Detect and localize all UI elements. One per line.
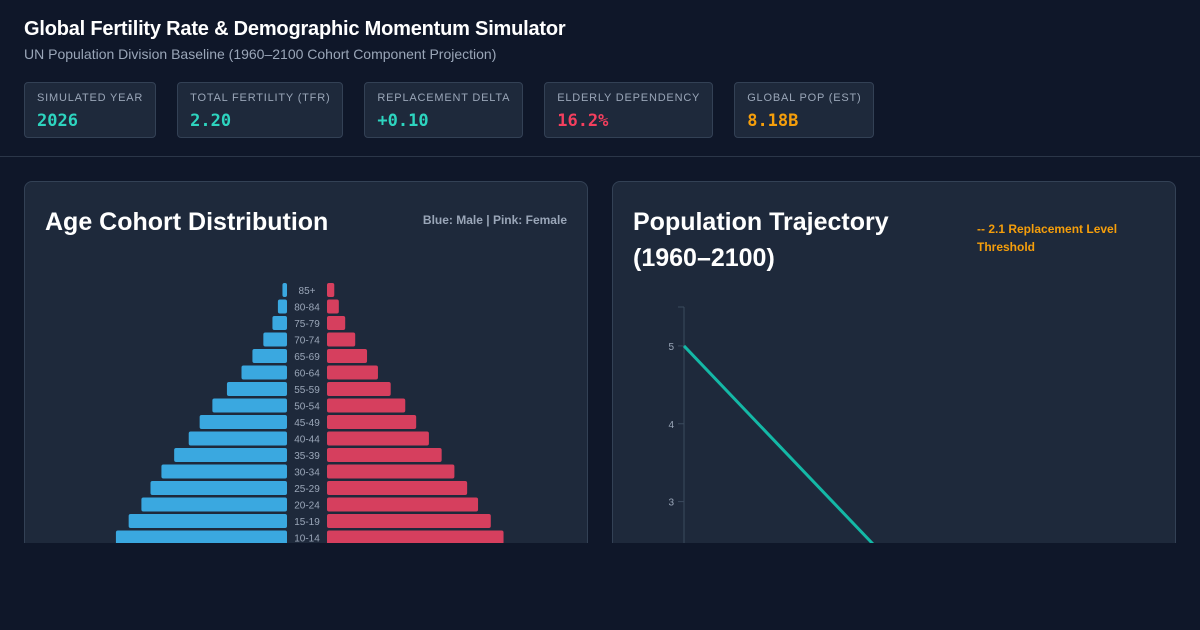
trajectory-title: Population Trajectory (1960–2100) [633, 208, 889, 272]
female-bar [327, 332, 356, 347]
pyramid-panel: Age Cohort Distribution Blue: Male | Pin… [24, 181, 588, 601]
female-bar [327, 497, 479, 512]
stat-label: REPLACEMENT DELTA [377, 92, 511, 104]
male-bar [252, 349, 287, 363]
stat-value: 2026 [37, 111, 78, 131]
female-bar [327, 448, 442, 462]
female-bar [327, 398, 406, 413]
stat-global-pop: GLOBAL POP (EST) 8.18B [734, 82, 875, 138]
age-label: 20-24 [294, 501, 320, 512]
age-label: 70-74 [294, 336, 320, 347]
age-label: 60-64 [294, 369, 320, 380]
age-label: 35-39 [294, 451, 320, 462]
stat-replacement-delta: REPLACEMENT DELTA +0.10 [364, 82, 524, 138]
male-bar [188, 431, 287, 446]
male-bar [241, 365, 287, 380]
y-tick-label: 3 [668, 498, 674, 509]
female-bar [327, 382, 391, 396]
pyramid-legend: Blue: Male | Pink: Female [422, 213, 567, 227]
stat-value: 16.2% [557, 111, 609, 131]
trajectory-panel: Population Trajectory (1960–2100) -- 2.1… [612, 181, 1176, 601]
age-label: 45-49 [294, 418, 320, 429]
male-bar [226, 382, 287, 396]
male-bar [161, 464, 287, 479]
male-bar [272, 316, 287, 330]
age-label: 65-69 [294, 352, 320, 363]
female-bar [327, 431, 429, 446]
female-bar [327, 464, 455, 479]
female-bar [327, 365, 378, 380]
page-subtitle: UN Population Division Baseline (1960–21… [24, 46, 497, 62]
male-bar [174, 448, 287, 462]
stat-label: SIMULATED YEAR [37, 92, 144, 104]
male-bar [263, 332, 287, 347]
female-bar [327, 481, 468, 495]
female-bar [327, 299, 339, 314]
age-label: 25-29 [294, 484, 320, 495]
male-bar [277, 299, 287, 314]
male-bar [141, 497, 287, 512]
male-bar [115, 530, 287, 545]
stat-simulated-year: SIMULATED YEAR 2026 [24, 82, 157, 138]
female-bar [327, 415, 417, 429]
age-label: 55-59 [294, 385, 320, 396]
male-bar [128, 514, 287, 528]
female-bar [327, 349, 368, 363]
y-tick-label: 4 [668, 420, 674, 431]
stat-label: ELDERLY DEPENDENCY [557, 92, 701, 104]
age-label: 50-54 [294, 402, 320, 413]
female-bar [327, 283, 335, 297]
age-label: 10-14 [294, 534, 320, 545]
age-label: 15-19 [294, 517, 320, 528]
pyramid-chart: 85+ 80-84 75-79 70-74 65-69 60-64 55-59 50-54 45… [115, 283, 504, 545]
male-bar [282, 283, 287, 297]
age-label: 80-84 [294, 303, 320, 314]
stat-label: GLOBAL POP (EST) [747, 92, 862, 104]
age-label: 75-79 [294, 319, 320, 330]
trajectory-chart: 23452.1 Replacement [668, 306, 1125, 595]
male-bar [199, 415, 287, 429]
page-title: Global Fertility Rate & Demographic Mome… [24, 18, 566, 40]
female-bar [327, 514, 491, 528]
tfr-line [682, 344, 1125, 566]
age-label: 85+ [299, 286, 316, 297]
stat-total-fertility: TOTAL FERTILITY (TFR) 2.20 [177, 82, 344, 138]
male-bar [212, 398, 287, 413]
stat-label: TOTAL FERTILITY (TFR) [190, 92, 331, 104]
age-label: 40-44 [294, 435, 320, 446]
female-bar [327, 530, 504, 545]
stats-bar: SIMULATED YEAR 2026 TOTAL FERTILITY (TFR… [24, 82, 875, 138]
age-label: 30-34 [294, 468, 320, 479]
stat-value: 2.20 [190, 111, 232, 131]
pyramid-title: Age Cohort Distribution [45, 208, 329, 236]
header-divider [0, 156, 1200, 157]
stat-elderly-dependency: ELDERLY DEPENDENCY 16.2% [544, 82, 714, 138]
trajectory-legend: -- 2.1 Replacement Level Threshold [977, 222, 1118, 254]
stat-value: +0.10 [377, 111, 429, 131]
y-tick-label: 5 [668, 342, 674, 353]
male-bar [150, 481, 287, 495]
page-header: Global Fertility Rate & Demographic Mome… [24, 18, 566, 62]
stat-value: 8.18B [747, 111, 799, 131]
page-bottom [0, 543, 1200, 630]
female-bar [327, 316, 346, 330]
